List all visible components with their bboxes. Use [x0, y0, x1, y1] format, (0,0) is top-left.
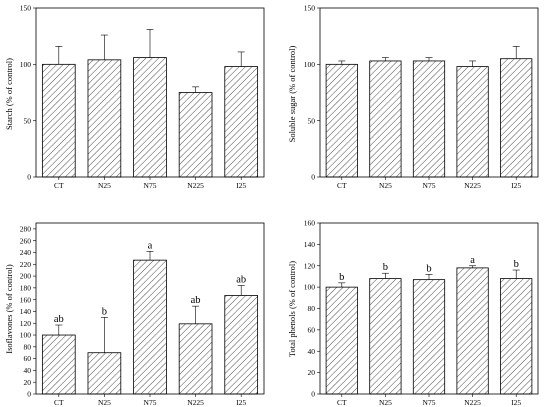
y-tick-label: 200 — [20, 272, 32, 281]
bar-n25 — [369, 60, 402, 178]
bar-i25 — [224, 295, 259, 395]
y-tick-label: 150 — [20, 4, 32, 13]
x-tick-label: N75 — [144, 398, 157, 407]
x-tick-label: CT — [54, 181, 64, 190]
y-tick-label: 220 — [20, 260, 32, 269]
y-tick-label: 50 — [308, 116, 316, 125]
bar-i25 — [224, 66, 259, 178]
panel-isoflavones: Isoflavones (% of control) ab CT b N25 a N75 a… — [4, 222, 265, 407]
y-tick-label: 150 — [304, 4, 316, 13]
y-tick-label: 120 — [304, 261, 316, 270]
y-tick-label: 100 — [20, 331, 32, 340]
significance-label: ab — [191, 295, 201, 306]
y-tick-label: 50 — [24, 116, 32, 125]
y-tick-label: 100 — [304, 283, 316, 292]
significance-label: a — [148, 240, 153, 251]
significance-label: ab — [54, 314, 64, 325]
panel-soluble-sugar: Soluble sugar (% of control) CT N25 N75 N22… — [287, 4, 539, 190]
bar-n75 — [412, 279, 446, 395]
significance-label: b — [102, 306, 107, 317]
y-tick-label: 0 — [27, 390, 31, 399]
bar-n25 — [369, 278, 402, 395]
y-tick-label: 20 — [24, 378, 32, 387]
y-tick-label: 140 — [20, 307, 32, 316]
bar-n225 — [178, 92, 213, 178]
plot-frame — [35, 7, 265, 178]
plot-frame — [319, 222, 539, 395]
y-tick-label: 140 — [304, 240, 316, 249]
y-tick-label: 160 — [20, 295, 32, 304]
y-tick-label: 180 — [20, 283, 32, 292]
x-tick-label: CT — [337, 181, 347, 190]
plot-frame — [35, 222, 265, 395]
x-tick-label: N25 — [98, 398, 111, 407]
y-tick-label: 100 — [304, 60, 316, 69]
bar-n75 — [133, 259, 167, 395]
x-tick-label: N25 — [98, 181, 111, 190]
y-tick-label: 260 — [20, 236, 32, 245]
plot-frame — [319, 7, 539, 178]
y-tick-label: 120 — [20, 319, 32, 328]
y-tick-label: 100 — [20, 60, 32, 69]
y-tick-label: 0 — [311, 173, 315, 182]
y-tick-label: 40 — [24, 366, 32, 375]
y-axis-label: Isoflavones (% of control) — [4, 264, 14, 354]
x-tick-label: N75 — [144, 181, 157, 190]
x-tick-label: I25 — [511, 398, 521, 407]
x-tick-label: N75 — [423, 398, 436, 407]
x-tick-label: N75 — [423, 181, 436, 190]
y-tick-label: 80 — [308, 304, 316, 313]
bar-n225 — [456, 267, 489, 395]
bar-i25 — [500, 278, 533, 395]
bar-ct — [41, 334, 76, 395]
x-tick-label: N225 — [187, 398, 204, 407]
y-tick-label: 0 — [311, 390, 315, 399]
y-axis-label: Starch (% of control) — [4, 58, 14, 130]
significance-label: ab — [236, 275, 246, 286]
bar-ct — [41, 63, 76, 178]
x-tick-label: I25 — [511, 181, 521, 190]
y-tick-label: 40 — [308, 347, 316, 356]
x-tick-label: N25 — [379, 398, 392, 407]
bar-ct — [325, 286, 358, 395]
x-tick-label: I25 — [236, 181, 246, 190]
x-tick-label: I25 — [236, 398, 246, 407]
bar-n25 — [87, 352, 122, 395]
significance-label: a — [470, 255, 475, 266]
bar-n225 — [456, 66, 489, 178]
y-tick-label: 20 — [308, 368, 316, 377]
y-axis-label: Soluble sugar (% of control) — [287, 45, 297, 142]
significance-label: b — [426, 263, 431, 274]
x-tick-label: N225 — [464, 398, 481, 407]
y-tick-label: 0 — [27, 173, 31, 182]
y-axis-label: Total phenols (% of control) — [287, 261, 297, 357]
y-tick-label: 60 — [308, 325, 316, 334]
x-tick-label: CT — [337, 398, 347, 407]
panel-total-phenols: Total phenols (% of control) b CT b N25 b N75… — [287, 219, 539, 407]
y-tick-label: 280 — [20, 225, 32, 234]
bar-n75 — [412, 60, 446, 178]
significance-label: b — [383, 262, 388, 273]
significance-label: b — [339, 272, 344, 283]
panel-starch: Starch (% of control) CT N25 N75 N225 I25 0 50… — [4, 4, 265, 190]
x-tick-label: CT — [54, 398, 64, 407]
bar-n225 — [178, 323, 213, 395]
x-tick-label: N225 — [464, 181, 481, 190]
y-tick-label: 160 — [304, 219, 316, 228]
bar-n75 — [133, 57, 167, 178]
y-tick-label: 240 — [20, 248, 32, 257]
x-tick-label: N25 — [379, 181, 392, 190]
significance-label: b — [514, 259, 519, 270]
y-tick-label: 80 — [24, 342, 32, 351]
bar-i25 — [500, 58, 533, 178]
y-tick-label: 60 — [24, 354, 32, 363]
x-tick-label: N225 — [187, 181, 204, 190]
bar-ct — [325, 63, 358, 178]
bar-n25 — [87, 59, 122, 178]
